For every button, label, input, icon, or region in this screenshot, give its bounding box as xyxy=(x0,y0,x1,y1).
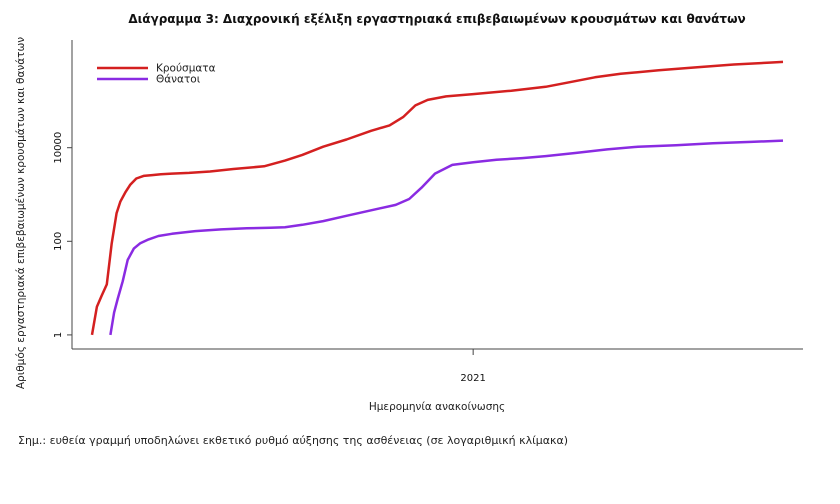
y-axis-label: Αριθμός εργαστηριακά επιβεβαιωμένων κρου… xyxy=(15,37,27,389)
x-axis-label: Ημερομηνία ανακοίνωσης xyxy=(369,401,505,413)
x-tick-label: 2021 xyxy=(460,373,485,384)
series-layer xyxy=(90,60,784,336)
y-tick-label: 10000 xyxy=(53,132,64,164)
plot-area xyxy=(71,40,803,350)
y-tick-label: 1 xyxy=(53,332,64,338)
series-line-kroysmata xyxy=(90,60,784,336)
y-ticks: 1 100 10000 xyxy=(53,132,72,338)
footnote: Σημ.: ευθεία γραμμή υποδηλώνει εκθετικό … xyxy=(18,434,569,447)
y-tick-label: 100 xyxy=(53,232,64,251)
legend-label-kroysmata: Κρούσματα xyxy=(156,63,216,75)
legend-label-thanatoi: Θάνατοι xyxy=(156,74,201,86)
x-ticks: 2021 xyxy=(460,349,486,384)
series-line-thanatoi xyxy=(109,139,784,336)
chart-title: Διάγραμμα 3: Διαχρονική εξέλιξη εργαστηρ… xyxy=(128,12,745,26)
legend: Κρούσματα Θάνατοι xyxy=(97,63,216,86)
